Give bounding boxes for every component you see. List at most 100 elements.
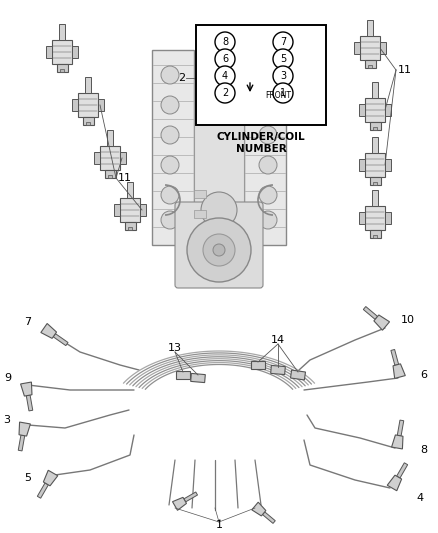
Circle shape — [259, 186, 277, 204]
Polygon shape — [128, 227, 132, 230]
Text: 5: 5 — [280, 54, 286, 64]
Text: 10: 10 — [401, 315, 415, 325]
Polygon shape — [53, 334, 68, 345]
Polygon shape — [173, 497, 187, 510]
Polygon shape — [94, 152, 100, 164]
Bar — [244, 50, 286, 245]
Polygon shape — [370, 230, 381, 238]
Polygon shape — [199, 69, 211, 81]
Text: 11: 11 — [398, 65, 412, 75]
Text: 1: 1 — [215, 520, 223, 530]
Polygon shape — [114, 204, 120, 216]
Bar — [194, 80, 244, 250]
Circle shape — [259, 66, 277, 84]
Bar — [152, 50, 194, 245]
Polygon shape — [373, 235, 377, 238]
FancyBboxPatch shape — [175, 202, 263, 288]
Polygon shape — [37, 483, 48, 498]
Text: FRONT: FRONT — [265, 92, 291, 101]
Polygon shape — [72, 99, 78, 111]
Text: 5: 5 — [25, 473, 32, 483]
Text: 7: 7 — [280, 37, 286, 47]
Circle shape — [161, 66, 179, 84]
Polygon shape — [60, 69, 64, 72]
Polygon shape — [290, 370, 305, 380]
Polygon shape — [197, 79, 207, 96]
Polygon shape — [18, 435, 25, 451]
Circle shape — [161, 126, 179, 144]
Text: 4: 4 — [222, 71, 228, 81]
Polygon shape — [354, 42, 360, 54]
Circle shape — [259, 96, 277, 114]
Polygon shape — [52, 40, 72, 64]
Circle shape — [187, 218, 251, 282]
Polygon shape — [140, 204, 146, 216]
Polygon shape — [397, 420, 404, 436]
Circle shape — [161, 211, 179, 229]
Polygon shape — [262, 512, 275, 523]
Polygon shape — [176, 371, 190, 379]
Polygon shape — [191, 374, 205, 383]
Circle shape — [213, 244, 225, 256]
Circle shape — [259, 126, 277, 144]
Polygon shape — [385, 212, 391, 224]
Polygon shape — [380, 42, 386, 54]
Circle shape — [273, 49, 293, 69]
Text: 3: 3 — [280, 71, 286, 81]
Circle shape — [215, 32, 235, 52]
Polygon shape — [41, 324, 57, 338]
Polygon shape — [72, 46, 78, 58]
Polygon shape — [26, 395, 33, 411]
Polygon shape — [21, 382, 32, 396]
Polygon shape — [365, 206, 385, 230]
Text: 14: 14 — [271, 335, 285, 345]
Polygon shape — [387, 475, 402, 491]
Polygon shape — [393, 364, 405, 378]
Text: 8: 8 — [420, 445, 427, 455]
Polygon shape — [397, 463, 408, 478]
Polygon shape — [124, 222, 135, 230]
Text: 6: 6 — [420, 370, 427, 380]
Polygon shape — [359, 104, 365, 116]
Bar — [194, 230, 206, 238]
Circle shape — [273, 83, 293, 103]
Text: 11: 11 — [118, 173, 132, 183]
Bar — [196, 25, 326, 125]
Text: 6: 6 — [222, 54, 228, 64]
Circle shape — [201, 192, 237, 228]
Polygon shape — [365, 98, 385, 122]
Circle shape — [215, 83, 235, 103]
Polygon shape — [105, 170, 116, 179]
Circle shape — [273, 66, 293, 86]
Text: 7: 7 — [25, 317, 32, 327]
Polygon shape — [373, 182, 377, 185]
Text: 2: 2 — [222, 88, 228, 98]
Circle shape — [273, 32, 293, 52]
Polygon shape — [370, 122, 381, 131]
Polygon shape — [107, 131, 113, 146]
Circle shape — [259, 156, 277, 174]
Polygon shape — [85, 77, 91, 93]
Polygon shape — [370, 177, 381, 185]
Polygon shape — [43, 470, 58, 486]
Polygon shape — [391, 350, 399, 365]
Polygon shape — [19, 422, 30, 436]
Polygon shape — [364, 60, 375, 68]
Polygon shape — [372, 190, 378, 206]
Polygon shape — [120, 152, 126, 164]
Text: 13: 13 — [168, 343, 182, 353]
Polygon shape — [368, 65, 372, 68]
Polygon shape — [385, 159, 391, 171]
Text: CYLINDER/COIL: CYLINDER/COIL — [217, 132, 305, 142]
Polygon shape — [127, 182, 133, 198]
Polygon shape — [372, 138, 378, 153]
Circle shape — [259, 211, 277, 229]
Bar — [194, 210, 206, 218]
Polygon shape — [367, 20, 373, 36]
Polygon shape — [57, 64, 67, 72]
Circle shape — [161, 96, 179, 114]
Polygon shape — [82, 117, 93, 125]
Polygon shape — [271, 366, 285, 375]
Polygon shape — [359, 159, 365, 171]
Circle shape — [215, 49, 235, 69]
